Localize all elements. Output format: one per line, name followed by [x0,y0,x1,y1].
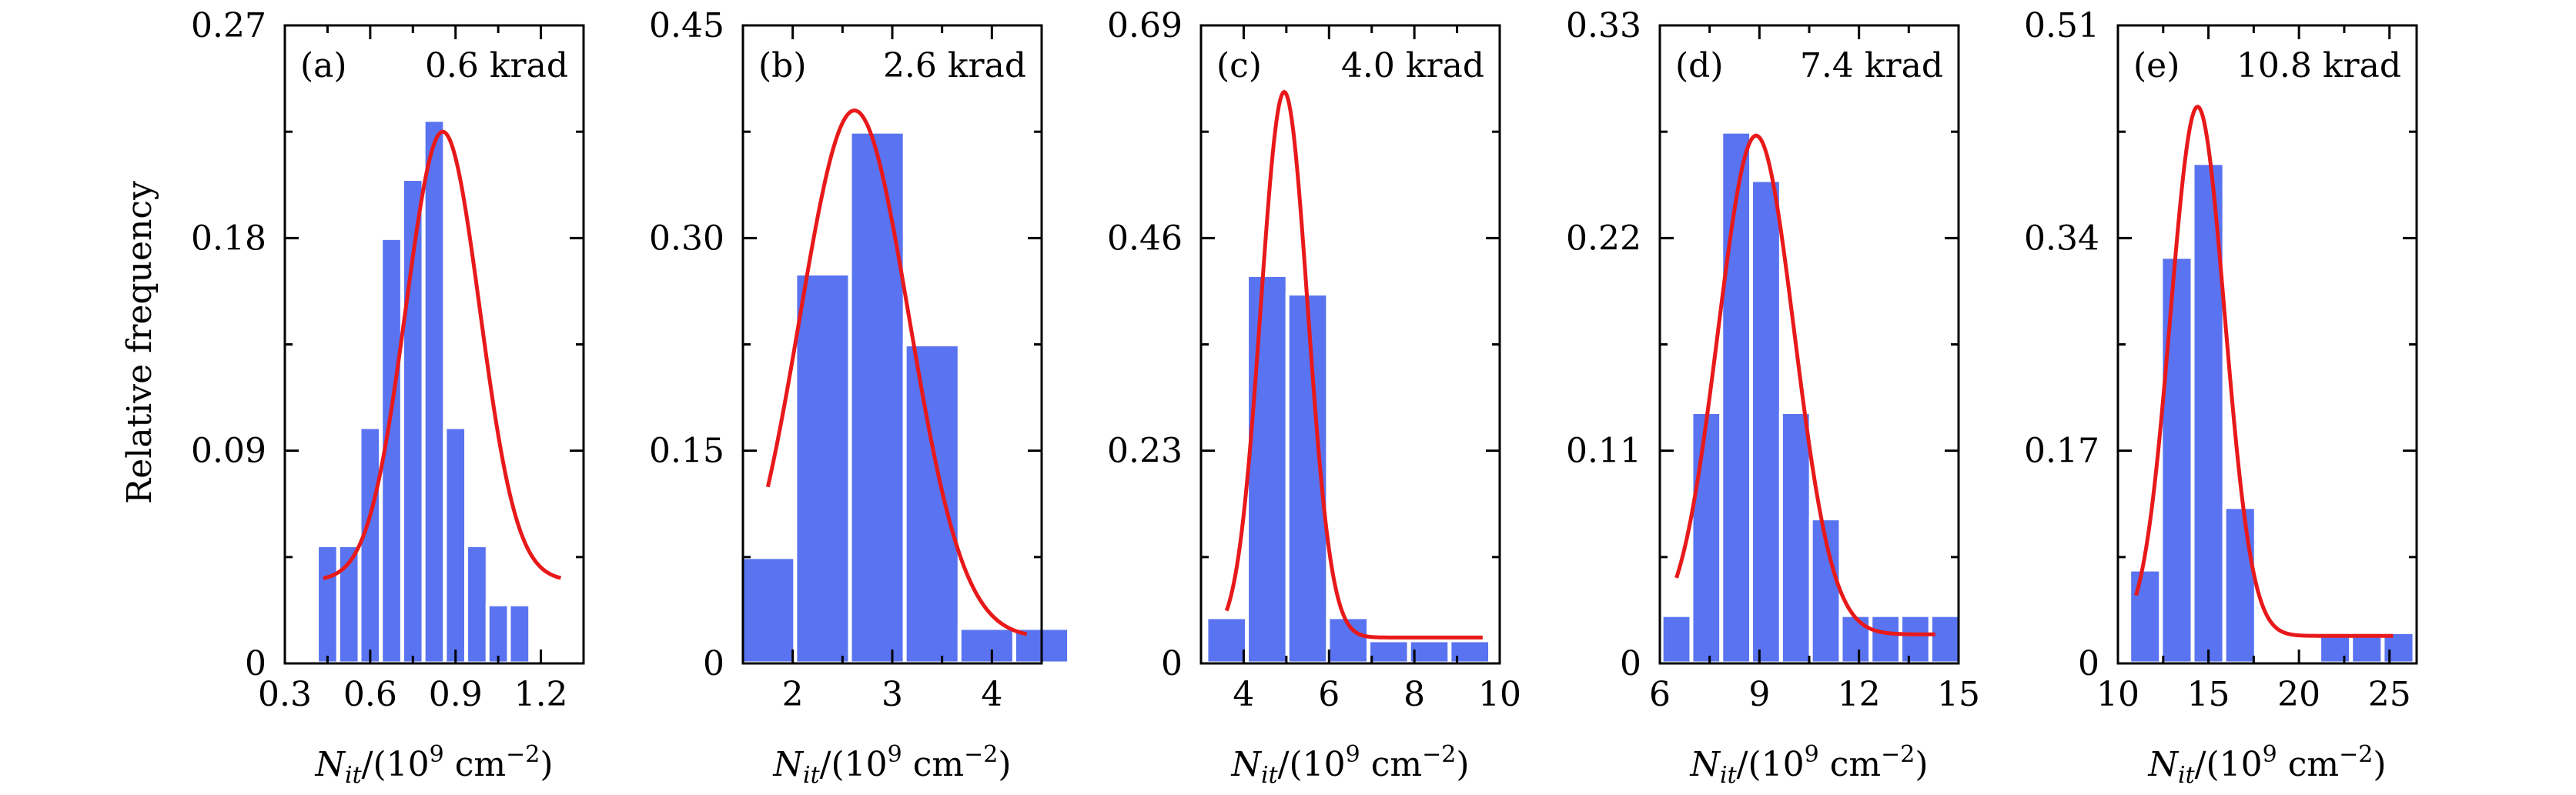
gaussian-fit-curve [323,129,562,580]
histogram-bar [1689,409,1724,666]
y-tick-label: 0 [1620,644,1641,683]
histogram-bar [1204,615,1250,666]
x-tick-label: 0.6 [343,675,397,714]
histogram-bar [738,555,798,666]
histogram-bar [1778,409,1813,666]
histogram-panel: 0 0.23 0.46 0.69 4 6 8 10 (c) 4.0 krad Nit/(109 cm… [1107,6,1521,789]
y-tick-label: 0.27 [191,6,266,45]
histogram-bar [2127,567,2163,666]
histogram-bar [443,425,469,666]
panel-label: (a) [300,46,347,85]
x-tick-label: 4 [1233,675,1254,714]
panel-label: (c) [1216,46,1262,85]
dose-label: 4.0 krad [1341,46,1484,85]
gaussian-fit-curve [1674,133,1935,636]
x-tick-label: 15 [1937,675,1980,714]
x-tick-label: 4 [981,675,1002,714]
panels-container: 0 0.09 0.18 0.27 0.3 0.6 0.9 1.2 (a) 0.6 krad Nit/… [191,6,2418,789]
gaussian-fit-curve [765,109,1028,636]
x-tick-label: 1.2 [514,675,568,714]
x-tick-label: 20 [2277,675,2320,714]
histogram-bar [1719,129,1754,666]
x-tick-label: 6 [1649,675,1671,714]
x-tick-label: 25 [2368,675,2411,714]
histogram-bar [1868,613,1903,666]
histogram-bar [793,271,852,666]
panel-label: (e) [2133,46,2180,85]
histogram-bar [1367,638,1411,666]
histogram-bar [1659,613,1694,666]
y-tick-label: 0.15 [649,432,724,471]
histogram-bar [2222,505,2258,666]
x-axis-label: Nit/(109 cm−2) [2148,741,2387,789]
histogram-bar [357,425,383,666]
x-tick-label: 10 [1478,675,1521,714]
x-tick-label: 3 [882,675,903,714]
x-tick-label: 8 [1403,675,1425,714]
x-axis-label: Nit/(109 cm−2) [773,741,1012,789]
y-tick-label: 0.45 [649,6,724,45]
y-tick-label: 0.51 [2024,6,2099,45]
y-tick-label: 0.17 [2024,432,2099,471]
y-tick-label: 0.46 [1107,219,1183,258]
histogram-bar [957,626,1016,666]
histogram-panel: 0 0.15 0.30 0.45 2 3 4 (b) 2.6 krad Nit/(109 cm−2… [649,6,1072,789]
dose-label: 10.8 krad [2236,46,2401,85]
panel-label: (b) [758,46,807,85]
x-axis-label: Nit/(109 cm−2) [1690,741,1929,789]
y-tick-label: 0.33 [1566,6,1641,45]
y-tick-label: 0 [1161,644,1183,683]
histogram-bar [1447,638,1493,666]
dose-label: 7.4 krad [1800,46,1943,85]
gaussian-fit-curve [2134,104,2394,638]
x-tick-label: 0.9 [429,675,483,714]
x-axis-label: Nit/(109 cm−2) [1231,741,1470,789]
panel-label: (d) [1675,46,1724,85]
x-tick-label: 0.3 [258,675,312,714]
y-tick-label: 0.11 [1566,432,1641,471]
x-tick-label: 6 [1318,675,1340,714]
histogram-panel: 0 0.09 0.18 0.27 0.3 0.6 0.9 1.2 (a) 0.6 krad Nit/… [191,6,585,789]
y-tick-label: 0.23 [1107,432,1183,471]
y-tick-label: 0.18 [191,219,266,258]
histogram-bar [848,129,907,666]
y-tick-label: 0.22 [1566,219,1641,258]
histogram-bar [1838,613,1873,666]
dose-label: 0.6 krad [425,46,568,85]
histogram-bar [464,543,490,666]
histogram-panel: 0 0.11 0.22 0.33 6 9 12 15 (d) 7.4 krad Nit/(109 c… [1566,6,1980,789]
histogram-bar [485,602,511,666]
histogram-bar [2159,255,2195,666]
x-tick-label: 10 [2096,675,2139,714]
y-tick-label: 0 [703,644,724,683]
histogram-bar [1245,272,1290,666]
histogram-bar [421,118,447,666]
y-tick-label: 0.30 [649,219,724,258]
histogram-bar [1899,613,1932,666]
x-tick-label: 12 [1838,675,1881,714]
y-tick-label: 0.34 [2024,219,2099,258]
histogram-bar [1749,178,1783,666]
x-tick-label: 9 [1748,675,1770,714]
x-tick-label: 15 [2187,675,2230,714]
y-axis-label: Relative frequency [120,181,159,504]
histogram-bar [507,602,533,666]
histogram-bar [1928,613,1962,666]
x-axis-label: Nit/(109 cm−2) [315,741,554,789]
histogram-panel: 0 0.17 0.34 0.51 10 15 20 25 (e) 10.8 krad Nit/(10… [2024,6,2418,789]
histogram-bar [902,342,962,666]
y-tick-label: 0 [2078,644,2099,683]
y-tick-label: 0.69 [1107,6,1183,45]
y-tick-label: 0.09 [191,432,266,471]
gaussian-fit-curve [1224,89,1483,640]
histogram-bar [315,543,340,666]
y-tick-label: 0 [245,644,266,683]
x-tick-label: 2 [782,675,804,714]
dose-label: 2.6 krad [883,46,1026,85]
